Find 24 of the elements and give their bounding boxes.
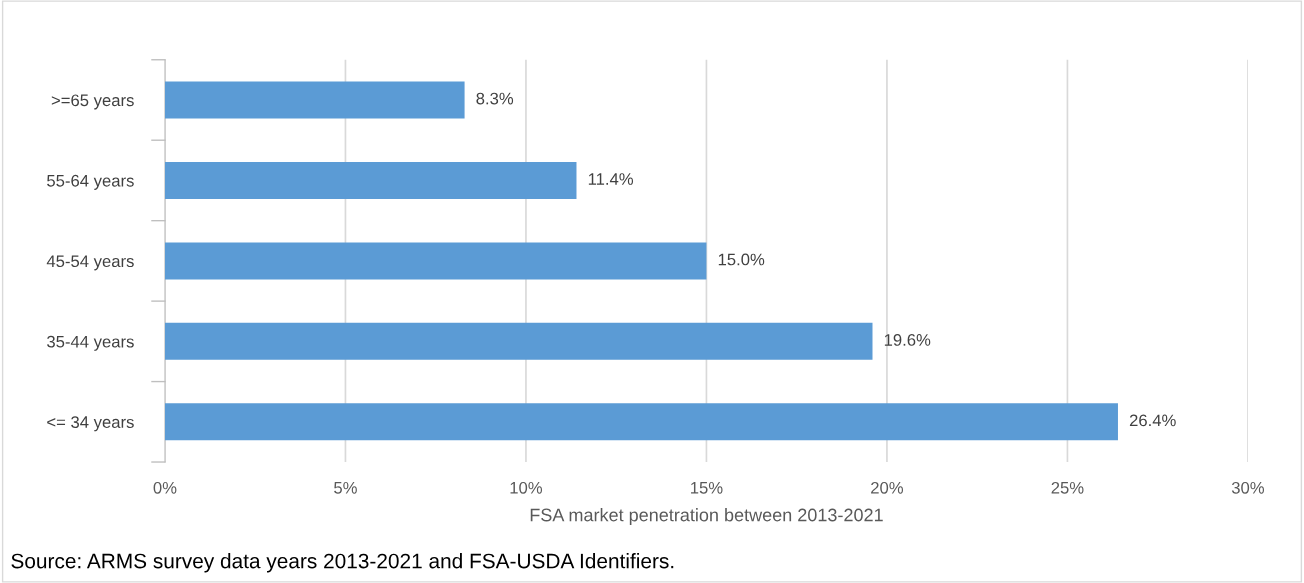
x-tick-label: 25% (1051, 481, 1084, 494)
bar (164, 403, 1118, 441)
bar (164, 322, 873, 360)
y-tick-label: >=65 years (51, 94, 134, 110)
y-tick-label: <= 34 years (47, 416, 134, 432)
y-tick-label: 35-44 years (47, 335, 134, 351)
x-axis-title: FSA market penetration between 2013-2021 (530, 508, 883, 525)
data-label: 11.4% (588, 173, 634, 185)
x-tick-label: 15% (691, 481, 723, 494)
y-tick-label: 55-64 years (47, 174, 134, 190)
x-tick-label: 0% (153, 481, 177, 494)
data-label: 8.3% (476, 92, 514, 105)
data-label: 19.6% (884, 334, 931, 346)
y-tick-label: 45-54 years (46, 255, 134, 271)
x-tick-label: 10% (510, 481, 543, 494)
bar (164, 81, 465, 119)
data-label: 26.4% (1129, 414, 1176, 427)
x-tick-label: 20% (871, 481, 904, 494)
data-label: 15.0% (718, 253, 765, 266)
x-tick-label: 5% (334, 481, 357, 494)
bar (164, 161, 577, 199)
bar (164, 242, 707, 280)
source-note: Source: ARMS survey data years 2013-2021 and FSA-USDA Identifiers. (11, 553, 674, 573)
x-tick-label: 30% (1231, 481, 1265, 494)
